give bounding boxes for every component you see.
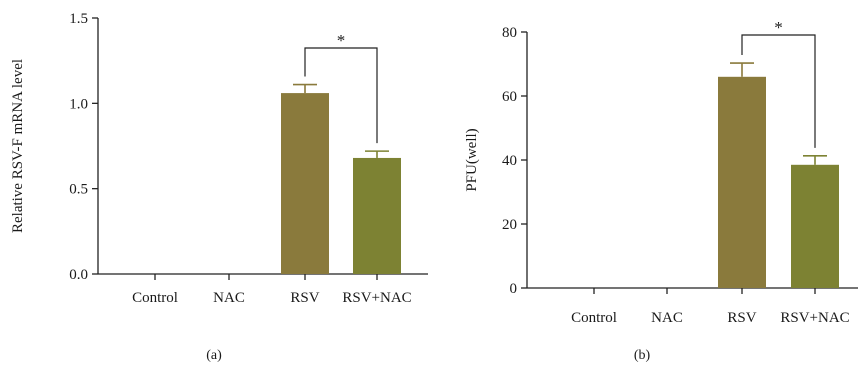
bar-rsv-nac <box>791 164 839 288</box>
x-tick-label: RSV+NAC <box>780 310 849 326</box>
y-tick-label: 40 <box>502 153 517 169</box>
y-tick-label: 80 <box>502 25 517 41</box>
y-tick-label: 1.5 <box>69 11 88 27</box>
bar-rsv-nac <box>353 157 401 274</box>
x-tick-label: Control <box>571 310 617 326</box>
chart-b: 0 20 40 60 80 PFU(well) Control NAC RSV RSV+NAC * (… <box>464 18 858 363</box>
x-tick-label: RSV <box>727 310 756 326</box>
x-tick-label: Control <box>132 290 178 306</box>
x-tick-label: RSV <box>290 290 319 306</box>
significance-bracket <box>304 47 378 144</box>
y-tick-label: 20 <box>502 217 517 233</box>
significance-bracket <box>741 34 816 148</box>
x-tick-label: NAC <box>651 310 683 326</box>
y-tick-label: 0.5 <box>69 182 88 198</box>
panel-label: (b) <box>634 348 651 363</box>
significance-marker: * <box>774 18 783 37</box>
x-tick-label: RSV+NAC <box>342 290 411 306</box>
bar-rsv <box>718 76 766 288</box>
bar-rsv <box>281 93 329 275</box>
panel-label: (a) <box>206 348 222 363</box>
x-tick-label: NAC <box>213 290 245 306</box>
y-axis-label: PFU(well) <box>464 128 480 191</box>
y-axis-label: Relative RSV-F mRNA level <box>10 59 26 233</box>
chart-a: 0.0 0.5 1.0 1.5 Relative RSV-F mRNA level Con… <box>10 11 428 363</box>
y-tick-label: 0.0 <box>69 267 88 283</box>
y-tick-label: 1.0 <box>69 96 88 112</box>
significance-marker: * <box>337 31 346 50</box>
y-tick-label: 60 <box>502 89 517 105</box>
y-tick-label: 0 <box>510 281 518 297</box>
